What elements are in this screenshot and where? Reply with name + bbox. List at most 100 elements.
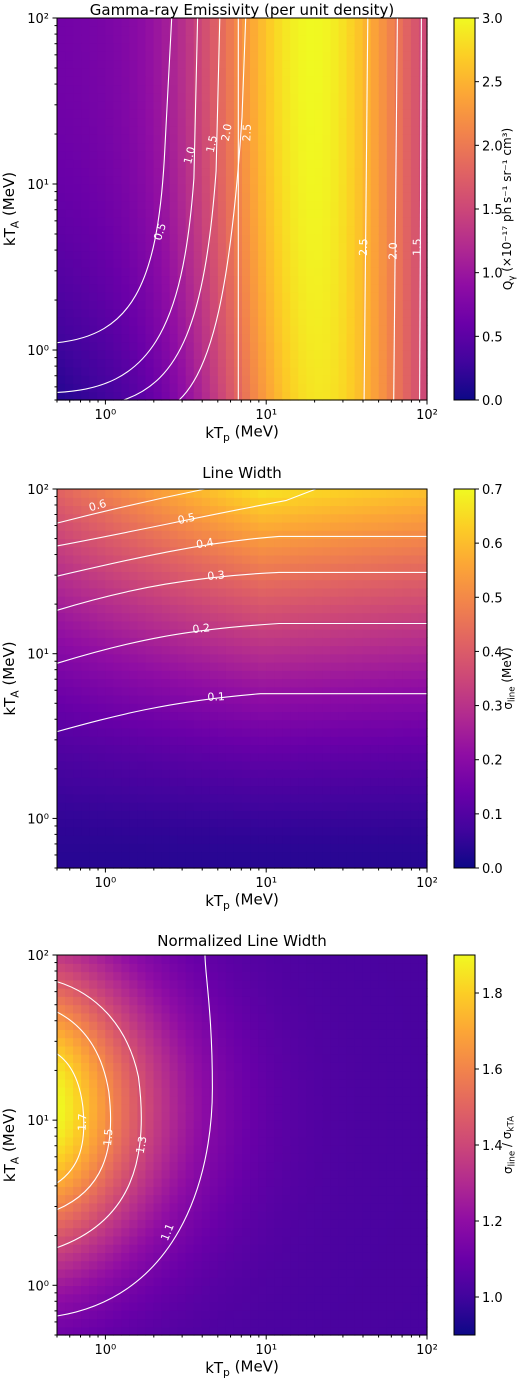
heatmap-cell	[370, 719, 380, 729]
heatmap-cell	[97, 979, 106, 989]
heatmap-cell	[274, 777, 283, 787]
heatmap-cell	[410, 159, 420, 169]
heatmap-cell	[177, 300, 187, 310]
heatmap-cell	[65, 217, 74, 227]
heatmap-cell	[266, 391, 275, 401]
heatmap-cell	[137, 117, 147, 127]
heatmap-cell	[145, 375, 155, 384]
heatmap-cell	[330, 267, 340, 277]
heatmap-cell	[378, 719, 388, 729]
heatmap-cell	[290, 333, 299, 343]
heatmap-cell	[81, 1128, 90, 1138]
heatmap-cell	[330, 350, 340, 360]
heatmap-cell	[354, 785, 364, 795]
heatmap-cell	[354, 258, 364, 268]
heatmap-cell	[314, 843, 324, 853]
heatmap-cell	[113, 308, 122, 318]
heatmap-cell	[145, 1087, 155, 1097]
heatmap-cell	[322, 554, 332, 564]
heatmap-cell	[402, 686, 412, 696]
heatmap-cell	[185, 793, 195, 803]
heatmap-cell	[169, 612, 179, 622]
heatmap-cell	[105, 645, 114, 655]
heatmap-cell	[81, 1045, 90, 1055]
heatmap-cell	[65, 769, 74, 778]
heatmap-cell	[81, 505, 90, 515]
heatmap-cell	[418, 42, 428, 52]
heatmap-cell	[209, 571, 219, 581]
heatmap-cell	[193, 802, 203, 811]
heatmap-cell	[113, 1235, 122, 1245]
heatmap-cell	[89, 645, 98, 655]
heatmap-cell	[274, 51, 283, 61]
heatmap-cell	[113, 810, 122, 820]
heatmap-cell	[346, 192, 356, 202]
heatmap-cell	[209, 513, 219, 523]
heatmap-cell	[201, 333, 211, 343]
heatmap-cell	[386, 225, 396, 235]
heatmap-cell	[89, 59, 98, 69]
heatmap-cell	[402, 350, 412, 360]
heatmap-cell	[89, 1326, 98, 1336]
heatmap-cell	[73, 1244, 82, 1253]
heatmap-cell	[378, 316, 388, 326]
heatmap-cell	[394, 125, 404, 135]
heatmap-cell	[169, 563, 179, 572]
heatmap-cell	[169, 505, 179, 515]
heatmap-cell	[209, 142, 219, 152]
heatmap-cell	[282, 645, 291, 655]
heatmap-cell	[81, 1136, 90, 1146]
heatmap-cell	[57, 1078, 66, 1088]
heatmap-cell	[57, 159, 66, 169]
heatmap-cell	[209, 59, 219, 69]
heatmap-cell	[217, 497, 227, 507]
heatmap-cell	[274, 719, 283, 729]
heatmap-cell	[209, 859, 219, 869]
heatmap-cell	[209, 653, 219, 663]
heatmap-cell	[113, 1194, 122, 1204]
heatmap-cell	[161, 793, 171, 803]
heatmap-cell	[378, 117, 388, 127]
heatmap-cell	[177, 835, 187, 844]
heatmap-cell	[346, 175, 356, 185]
heatmap-cell	[73, 1293, 82, 1303]
heatmap-cell	[177, 686, 187, 696]
heatmap-cell	[258, 283, 267, 293]
heatmap-cell	[258, 489, 267, 498]
heatmap-cell	[145, 341, 155, 351]
heatmap-cell	[193, 209, 203, 218]
heatmap-cell	[338, 292, 348, 301]
heatmap-cell	[169, 489, 179, 498]
heatmap-cell	[65, 653, 74, 663]
heatmap-cell	[242, 719, 251, 729]
heatmap-cell	[153, 843, 163, 853]
heatmap-cell	[97, 1021, 106, 1030]
heatmap-cell	[81, 1153, 90, 1163]
y-tick-label: 10¹	[27, 178, 49, 193]
heatmap-cell	[201, 736, 211, 746]
heatmap-cell	[225, 233, 235, 243]
heatmap-cell	[418, 358, 428, 368]
heatmap-cell	[378, 637, 388, 647]
heatmap-cell	[330, 200, 340, 210]
heatmap-cell	[89, 653, 98, 663]
heatmap-cell	[89, 34, 98, 44]
heatmap-cell	[394, 59, 404, 69]
heatmap-cell	[137, 84, 147, 94]
heatmap-cell	[169, 242, 179, 252]
heatmap-cell	[121, 678, 130, 688]
heatmap-cell	[153, 736, 163, 746]
heatmap-cell	[242, 546, 251, 556]
heatmap-cell	[129, 358, 139, 368]
heatmap-cell	[153, 26, 163, 36]
heatmap-cell	[65, 505, 74, 515]
heatmap-cell	[209, 26, 219, 36]
heatmap-cell	[354, 142, 364, 152]
heatmap-cell	[418, 497, 428, 507]
heatmap-cell	[378, 159, 388, 169]
heatmap-cell	[121, 612, 130, 622]
heatmap-cell	[233, 521, 243, 531]
heatmap-cell	[105, 988, 114, 997]
heatmap-cell	[145, 727, 155, 737]
heatmap-cell	[185, 835, 195, 844]
